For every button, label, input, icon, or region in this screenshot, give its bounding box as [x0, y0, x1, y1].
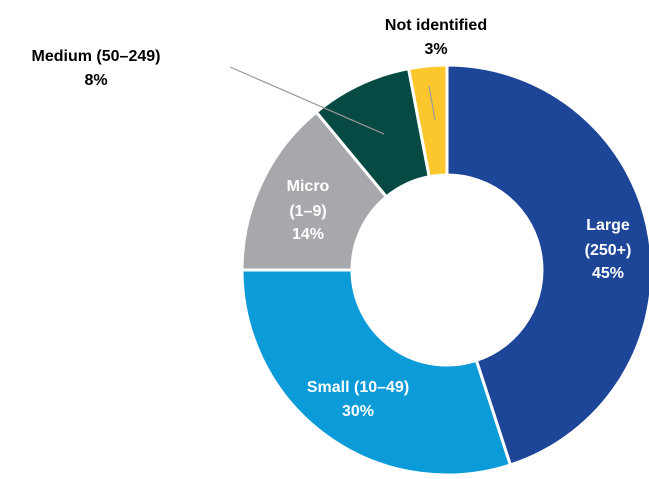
- donut-segment: [240, 109, 389, 272]
- leader-line: [428, 85, 436, 121]
- donut-segment: [445, 63, 649, 467]
- value-label: 45%: [592, 265, 624, 282]
- value-label: 3%: [424, 41, 447, 58]
- segment-label: Large (250+): [585, 217, 632, 259]
- segment-label: Medium (50–249): [32, 48, 161, 65]
- donut-segment: [406, 63, 449, 179]
- value-label: 14%: [292, 226, 324, 243]
- leader-line: [229, 66, 385, 135]
- donut: [240, 63, 649, 477]
- segment-label: Small (10–49): [307, 379, 409, 396]
- value-label: 30%: [342, 403, 374, 420]
- segment-label: Not identified: [385, 17, 487, 34]
- donut-segment: [240, 268, 513, 477]
- value-label: 8%: [84, 72, 107, 89]
- segment-label: Micro (1–9): [287, 178, 330, 220]
